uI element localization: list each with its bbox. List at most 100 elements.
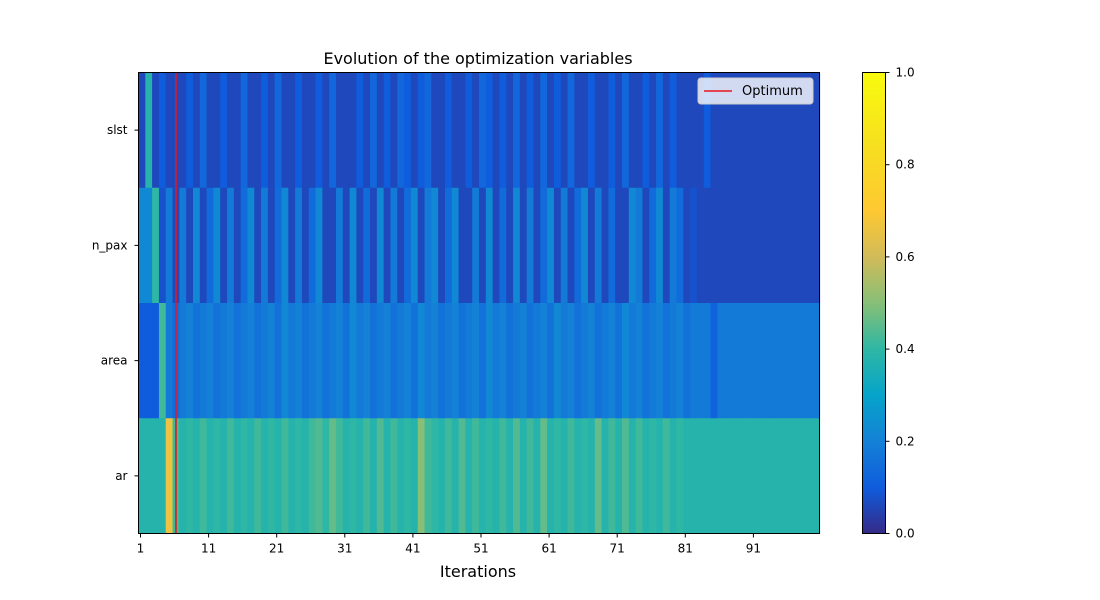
heatmap-cell-ar-99: [805, 418, 814, 534]
heatmap-cell-slst-39: [397, 72, 405, 189]
heatmap-cell-slst-68: [594, 72, 603, 189]
heatmap-cell-area-28: [322, 303, 330, 419]
heatmap-cell-slst-21: [274, 72, 283, 189]
heatmap-cell-ar-51: [479, 418, 487, 534]
heatmap-cell-slst-58: [526, 72, 535, 189]
heatmap-cell-n_pax-17: [247, 187, 255, 304]
heatmap-cell-area-8: [186, 303, 194, 419]
heatmap-cell-slst-11: [206, 72, 215, 189]
heatmap-cell-ar-5: [165, 418, 174, 534]
colorbar-tick-label-3: 0.6: [896, 250, 915, 264]
heatmap-cell-n_pax-67: [587, 187, 596, 304]
heatmap-cell-slst-34: [363, 72, 371, 189]
heatmap-cell-area-40: [404, 303, 412, 419]
heatmap-cell-slst-15: [233, 72, 242, 189]
heatmap-cell-n_pax-43: [424, 187, 432, 304]
heatmap-cell-ar-37: [383, 418, 392, 534]
heatmap-cell-slst-17: [247, 72, 255, 189]
heatmap-cell-ar-42: [417, 418, 426, 534]
heatmap-cell-n_pax-73: [628, 187, 637, 304]
heatmap-cell-area-63: [560, 303, 569, 419]
heatmap-cell-area-4: [158, 303, 167, 419]
heatmap-cell-ar-33: [356, 418, 364, 534]
heatmap-cell-slst-59: [533, 72, 541, 189]
heatmap-cell-ar-17: [247, 418, 255, 534]
heatmap-cell-area-20: [267, 303, 276, 419]
heatmap-cell-area-68: [594, 303, 603, 419]
heatmap-cell-slst-20: [267, 72, 276, 189]
heatmap-cells: [138, 72, 821, 534]
heatmap-cell-n_pax-18: [254, 187, 262, 304]
heatmap-cell-ar-96: [785, 418, 793, 534]
heatmap-cell-slst-14: [227, 72, 235, 189]
heatmap-cell-n_pax-35: [370, 187, 378, 304]
heatmap-cell-ar-11: [206, 418, 215, 534]
heatmap-cell-area-72: [622, 303, 630, 419]
heatmap-cell-slst-35: [370, 72, 378, 189]
heatmap-cell-n_pax-8: [186, 187, 194, 304]
heatmap-cell-slst-2: [145, 72, 153, 189]
heatmap-cell-ar-80: [676, 418, 684, 534]
heatmap-cell-n_pax-70: [608, 187, 616, 304]
heatmap-cell-slst-61: [547, 72, 555, 189]
heatmap-cell-ar-38: [390, 418, 398, 534]
heatmap-cell-slst-12: [213, 72, 221, 189]
heatmap-cell-ar-19: [261, 418, 269, 534]
heatmap-cell-area-67: [587, 303, 596, 419]
heatmap-cell-area-24: [295, 303, 303, 419]
heatmap-cell-area-51: [479, 303, 487, 419]
heatmap-cell-n_pax-24: [295, 187, 303, 304]
heatmap-cell-n_pax-56: [513, 187, 521, 304]
y-tick-label-slst: slst: [107, 123, 128, 137]
heatmap-cell-n_pax-39: [397, 187, 405, 304]
heatmap-cell-n_pax-75: [642, 187, 650, 304]
heatmap-cell-ar-62: [553, 418, 562, 534]
colorbar-tick-label-2: 0.4: [896, 342, 915, 356]
heatmap-cell-n_pax-53: [492, 187, 501, 304]
heatmap-cell-n_pax-11: [206, 187, 215, 304]
heatmap-cell-ar-12: [213, 418, 221, 534]
heatmap-cell-area-5: [165, 303, 174, 419]
heatmap-cell-slst-53: [492, 72, 501, 189]
heatmap-cell-slst-51: [479, 72, 487, 189]
heatmap-cell-area-53: [492, 303, 501, 419]
heatmap-cell-slst-44: [431, 72, 439, 189]
heatmap-cell-area-37: [383, 303, 392, 419]
heatmap-cell-ar-58: [526, 418, 535, 534]
heatmap-cell-slst-80: [676, 72, 684, 189]
heatmap-cell-ar-76: [649, 418, 657, 534]
heatmap-cell-area-22: [281, 303, 289, 419]
heatmap-cell-ar-45: [438, 418, 446, 534]
heatmap-cell-ar-85: [710, 418, 718, 534]
heatmap-cell-ar-53: [492, 418, 501, 534]
heatmap-cell-n_pax-63: [560, 187, 569, 304]
heatmap-cell-area-44: [431, 303, 439, 419]
heatmap-cell-ar-28: [322, 418, 330, 534]
heatmap-cell-n_pax-41: [410, 187, 419, 304]
heatmap-cell-area-9: [192, 303, 201, 419]
heatmap-cell-ar-61: [547, 418, 555, 534]
heatmap-cell-ar-40: [404, 418, 412, 534]
heatmap-cell-slst-70: [608, 72, 616, 189]
heatmap-cell-area-19: [261, 303, 269, 419]
y-tick-label-area: area: [101, 354, 128, 368]
colorbar-tick-label-0: 0.0: [896, 527, 915, 541]
heatmap-cell-ar-67: [587, 418, 596, 534]
x-tick-label-71: 71: [610, 542, 625, 556]
heatmap-cell-area-77: [656, 303, 664, 419]
heatmap-cell-n_pax-50: [472, 187, 480, 304]
x-tick-label-51: 51: [473, 542, 488, 556]
heatmap-cell-n_pax-46: [444, 187, 453, 304]
heatmap-cell-n_pax-65: [574, 187, 582, 304]
heatmap-cell-slst-79: [669, 72, 678, 189]
heatmap-cell-slst-8: [186, 72, 194, 189]
x-tick-label-81: 81: [678, 542, 693, 556]
heatmap-cell-slst-92: [758, 72, 766, 189]
heatmap-cell-slst-41: [410, 72, 419, 189]
heatmap-cell-n_pax-64: [567, 187, 575, 304]
heatmap-cell-n_pax-51: [479, 187, 487, 304]
heatmap-cell-n_pax-32: [349, 187, 358, 304]
heatmap-cell-slst-19: [261, 72, 269, 189]
